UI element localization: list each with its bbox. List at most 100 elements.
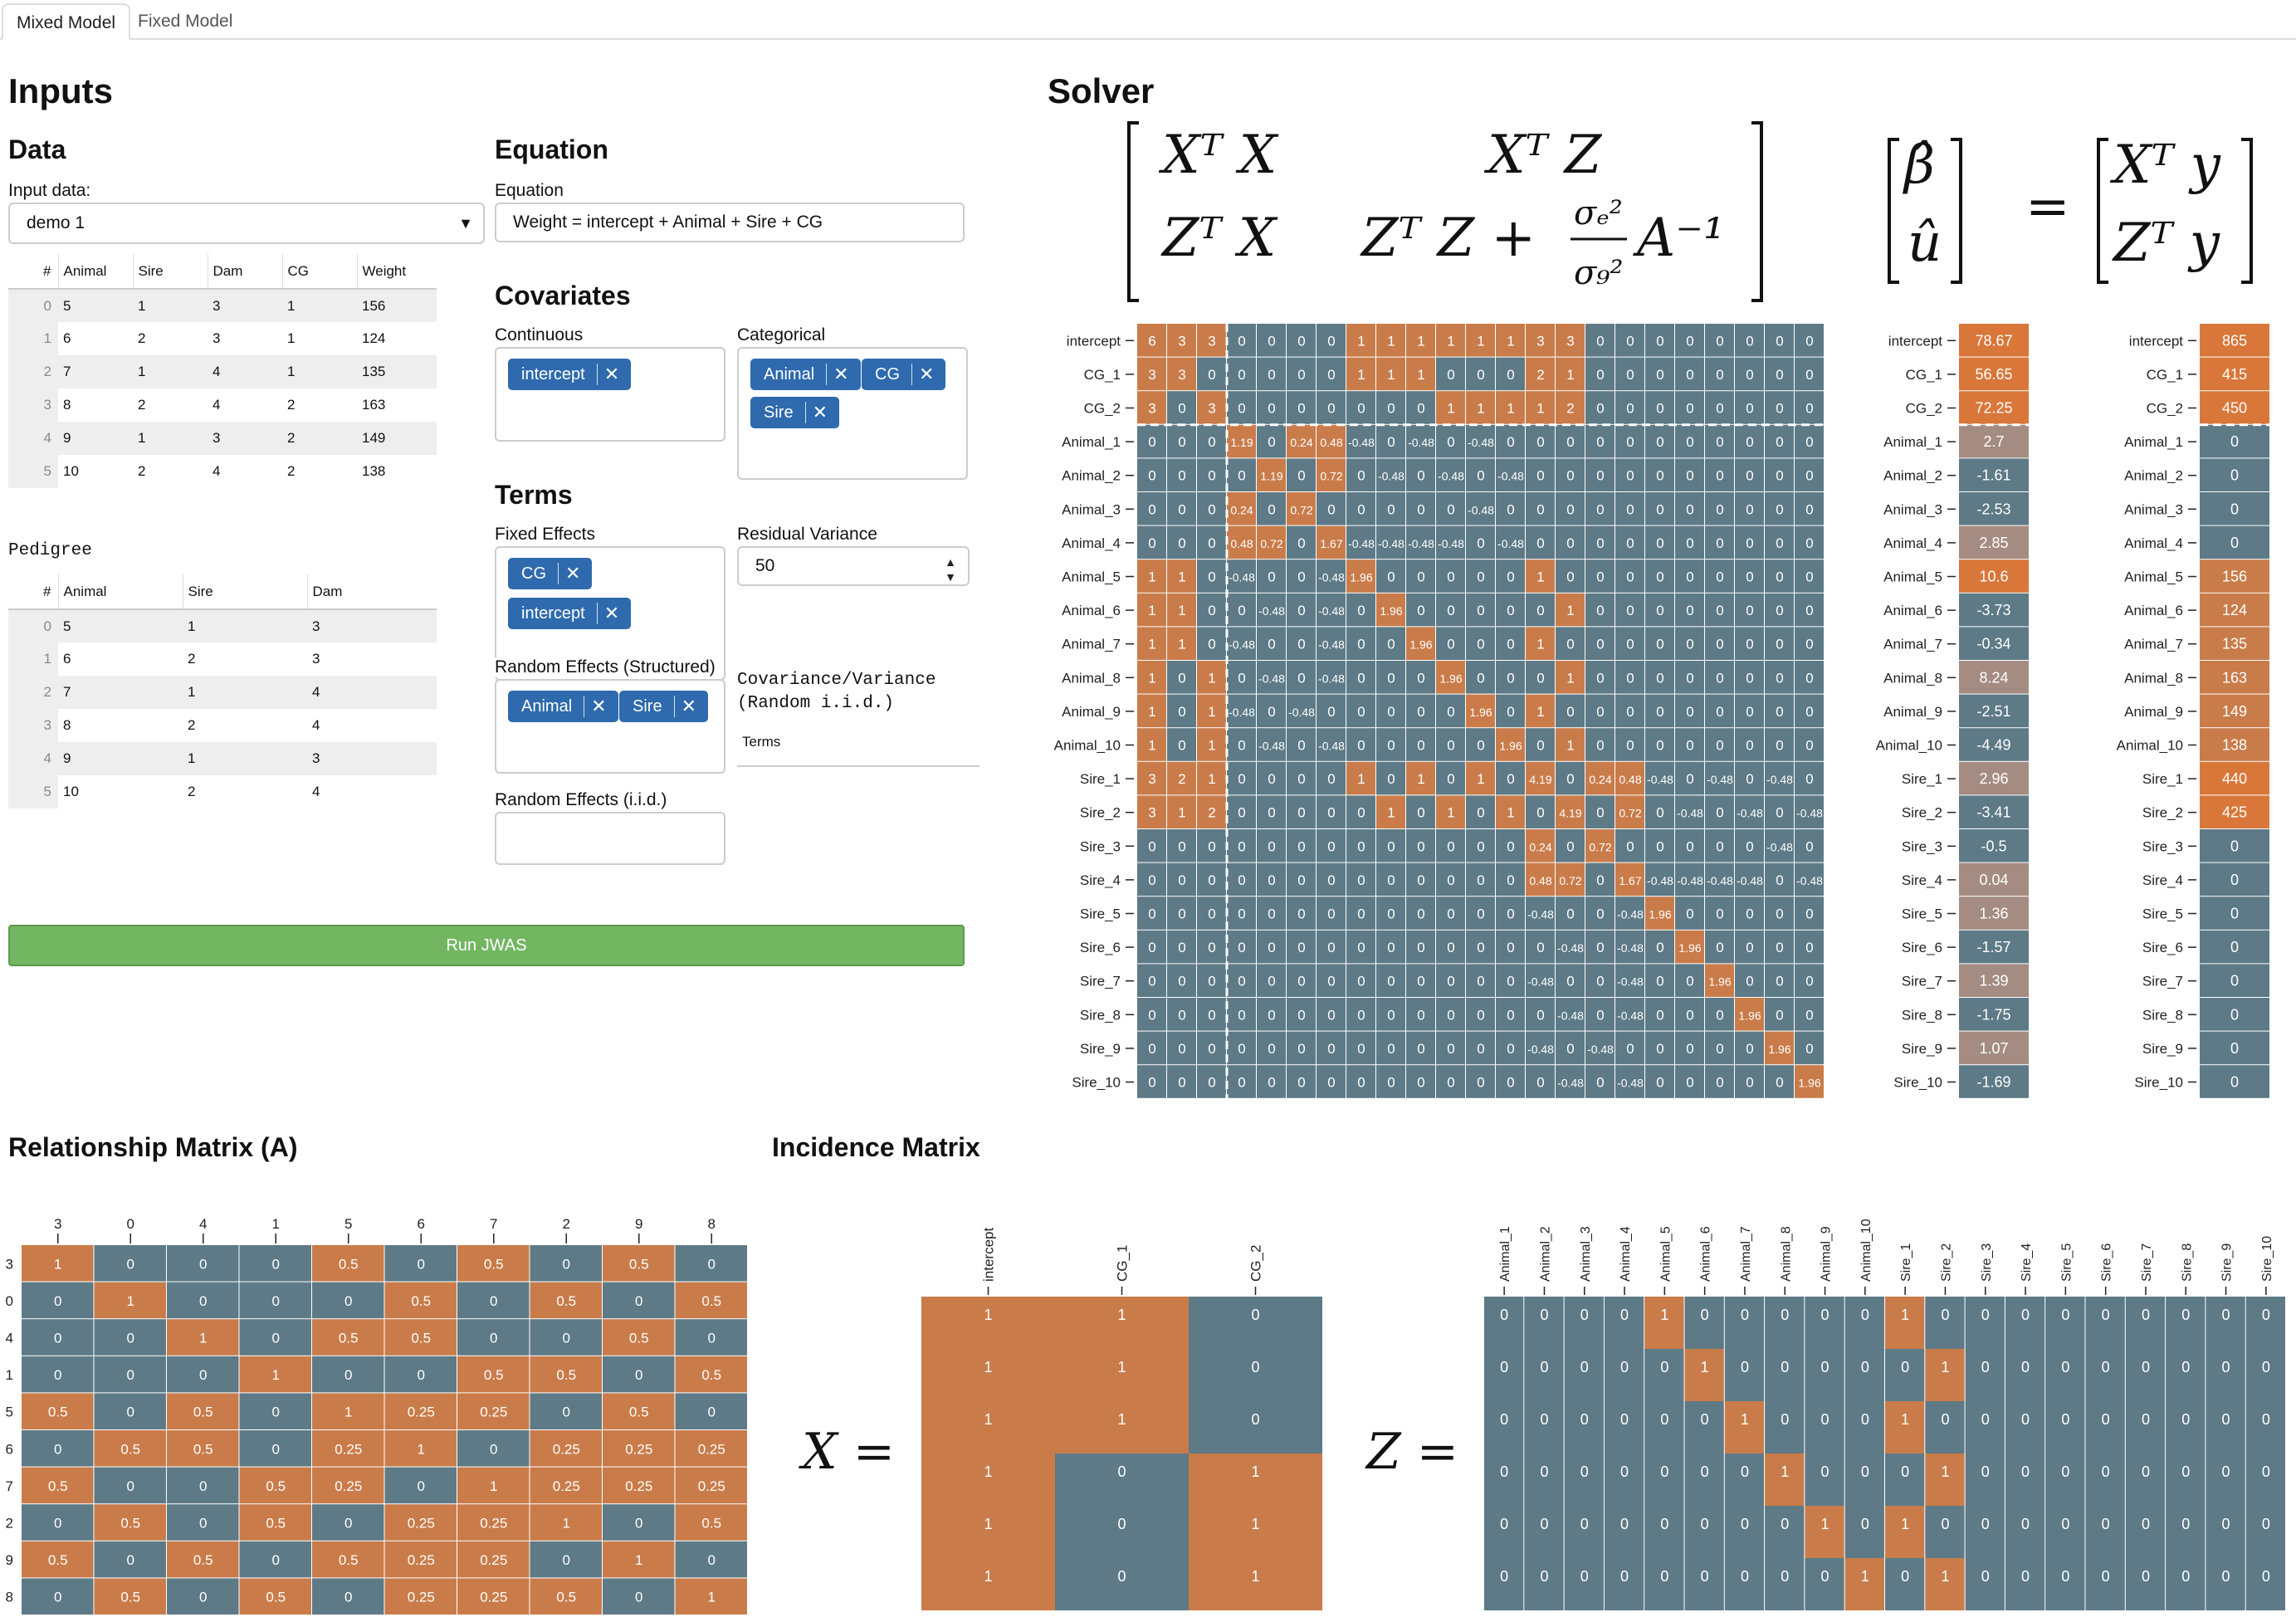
input-data-select[interactable]: demo 1 ▼ bbox=[8, 203, 485, 244]
z-cell bbox=[1724, 1453, 1765, 1506]
lhs-value: 0 bbox=[1297, 367, 1305, 383]
lhs-value: 0 bbox=[1268, 838, 1275, 854]
chip-animal[interactable]: Animal ✕ bbox=[750, 359, 861, 390]
z-value: 1 bbox=[1901, 1307, 1909, 1323]
column-header[interactable]: # bbox=[8, 254, 58, 290]
random-iid-box[interactable] bbox=[495, 812, 725, 865]
column-header[interactable]: Sire bbox=[182, 574, 307, 610]
lhs-cell bbox=[1585, 324, 1615, 357]
close-icon[interactable]: ✕ bbox=[911, 364, 934, 385]
close-icon[interactable]: ✕ bbox=[804, 402, 828, 423]
close-icon[interactable]: ✕ bbox=[558, 563, 580, 584]
lhs-value: 0 bbox=[1776, 367, 1783, 383]
column-header[interactable]: Dam bbox=[207, 254, 282, 290]
column-header[interactable]: Animal bbox=[57, 254, 133, 290]
z-cell bbox=[2085, 1297, 2125, 1349]
column-header[interactable]: Animal bbox=[57, 574, 183, 610]
z-value: 0 bbox=[1701, 1516, 1709, 1532]
chip-intercept[interactable]: intercept ✕ bbox=[508, 359, 632, 390]
row-label: Sire_10 bbox=[1072, 1075, 1121, 1091]
run-jwas-button[interactable]: Run JWAS bbox=[8, 925, 965, 966]
categorical-box[interactable]: Animal ✕ CG ✕ Sire ✕ bbox=[737, 347, 968, 480]
chip-sire[interactable]: Sire ✕ bbox=[619, 691, 709, 722]
lhs-value: 0 bbox=[1656, 670, 1663, 686]
residual-variance-input[interactable]: 50 ▲ ▼ bbox=[737, 546, 970, 586]
lhs-value: 0 bbox=[1596, 637, 1604, 652]
lhs-value: 0 bbox=[1805, 637, 1813, 652]
random-structured-box[interactable]: Animal ✕ Sire ✕ bbox=[495, 679, 725, 774]
relationship-cell bbox=[675, 1282, 747, 1319]
rhs-cell bbox=[2200, 559, 2269, 593]
lhs-value: 1 bbox=[1208, 738, 1215, 754]
lhs-value: -0.48 bbox=[1737, 807, 1763, 820]
chip-intercept[interactable]: intercept ✕ bbox=[508, 598, 632, 629]
z-value: 0 bbox=[2262, 1568, 2270, 1585]
z-value: 0 bbox=[2102, 1568, 2110, 1585]
continuous-box[interactable]: intercept ✕ bbox=[495, 347, 725, 442]
lhs-cell bbox=[1496, 492, 1525, 525]
lhs-cell bbox=[1615, 458, 1644, 491]
tab-fixed-model[interactable]: Fixed Model bbox=[138, 12, 233, 31]
lhs-value: 0 bbox=[1268, 704, 1275, 720]
lhs-cell bbox=[1795, 458, 1824, 491]
lhs-cell bbox=[1346, 458, 1375, 491]
tab-mixed-model[interactable]: Mixed Model bbox=[2, 3, 131, 40]
row-label: Animal_7 bbox=[1062, 637, 1121, 652]
z-value: 0 bbox=[1901, 1359, 1909, 1375]
column-header[interactable]: CG bbox=[281, 254, 357, 290]
chip-sire[interactable]: Sire ✕ bbox=[750, 397, 840, 428]
lhs-value: 0 bbox=[1686, 367, 1693, 383]
relationship-value: 0 bbox=[199, 1516, 207, 1532]
lhs-value: 1.96 bbox=[1738, 1009, 1761, 1022]
lhs-value: 0 bbox=[1387, 906, 1395, 922]
z-cell bbox=[1765, 1453, 1805, 1506]
stepper-icon[interactable]: ▲ ▼ bbox=[945, 555, 956, 584]
lhs-value: 0 bbox=[1297, 1007, 1305, 1023]
close-icon[interactable]: ✕ bbox=[826, 364, 849, 385]
close-icon[interactable]: ✕ bbox=[596, 364, 619, 385]
close-icon[interactable]: ✕ bbox=[596, 603, 619, 624]
column-header[interactable]: Weight bbox=[356, 254, 437, 290]
lhs-value: 0 bbox=[1596, 805, 1604, 821]
lhs-value: 0 bbox=[1238, 974, 1245, 989]
z-cell bbox=[2206, 1453, 2245, 1506]
covvar-col-header: Terms bbox=[737, 734, 979, 767]
relationship-cell bbox=[239, 1245, 311, 1282]
close-icon[interactable]: ✕ bbox=[584, 696, 607, 717]
lhs-cell bbox=[1705, 492, 1734, 525]
lhs-value: 0 bbox=[1805, 838, 1813, 854]
z-value: 0 bbox=[2222, 1568, 2230, 1585]
relationship-cell bbox=[22, 1467, 94, 1504]
row-label: Sire_1 bbox=[2142, 771, 2183, 787]
table-cell: 2 bbox=[188, 717, 196, 733]
lhs-value: 0 bbox=[1746, 940, 1753, 955]
table-cell: 1 bbox=[183, 609, 307, 642]
relationship-cell bbox=[167, 1541, 239, 1578]
lhs-cell bbox=[1466, 559, 1495, 593]
equation-input[interactable]: Weight = intercept + Animal + Sire + CG bbox=[495, 203, 965, 242]
lhs-cell bbox=[1317, 559, 1346, 593]
relationship-cell bbox=[22, 1356, 94, 1393]
column-header[interactable]: # bbox=[8, 574, 58, 610]
lhs-value: 0 bbox=[1357, 501, 1365, 517]
column-header[interactable]: Dam bbox=[306, 574, 437, 610]
lhs-cell bbox=[1765, 728, 1794, 761]
z-cell bbox=[1805, 1506, 1844, 1558]
solution-value: -2.51 bbox=[1976, 703, 2010, 720]
column-header[interactable]: Sire bbox=[132, 254, 208, 290]
lhs-value: 0 bbox=[1507, 569, 1514, 585]
x-cell bbox=[921, 1453, 1055, 1506]
z-value: 0 bbox=[1500, 1411, 1508, 1428]
lhs-value: 1.96 bbox=[1708, 975, 1731, 989]
lhs-value: 0 bbox=[1776, 974, 1783, 989]
row-label: Animal_5 bbox=[1883, 569, 1942, 585]
close-icon[interactable]: ✕ bbox=[673, 696, 696, 717]
chip-cg[interactable]: CG ✕ bbox=[862, 359, 946, 390]
lhs-value: 0 bbox=[1447, 367, 1454, 383]
lhs-cell bbox=[1137, 795, 1166, 828]
lhs-cell bbox=[1436, 1065, 1465, 1098]
chip-cg[interactable]: CG ✕ bbox=[508, 558, 593, 589]
chip-animal[interactable]: Animal ✕ bbox=[508, 691, 618, 722]
z-value: 0 bbox=[1500, 1516, 1508, 1532]
lhs-cell bbox=[1317, 862, 1346, 896]
